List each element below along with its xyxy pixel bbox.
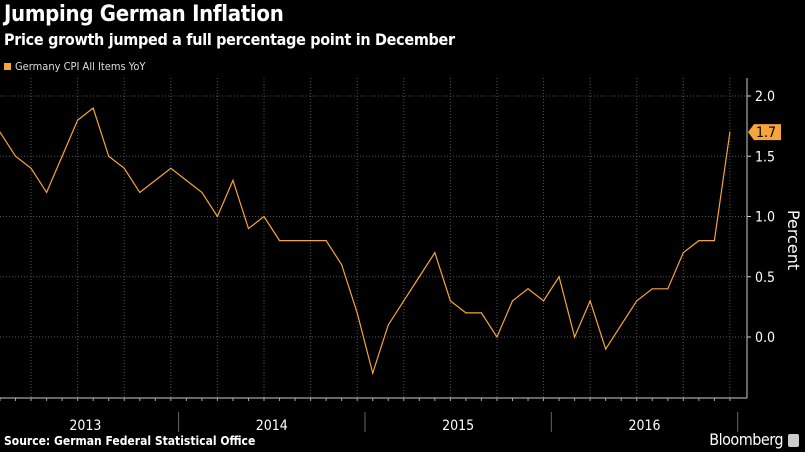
x-tick-label: 2014 (256, 418, 288, 434)
data-point (589, 300, 591, 302)
y-tick-label: 2.0 (755, 89, 775, 105)
data-point (558, 276, 560, 278)
data-point (574, 336, 576, 338)
bloomberg-logo: Bloomberg (709, 430, 783, 449)
data-point (449, 300, 451, 302)
data-point (185, 179, 187, 181)
data-point (620, 324, 622, 326)
y-tick-label: 0.0 (755, 330, 775, 346)
data-point (247, 227, 250, 230)
x-tick-label: 2016 (628, 418, 660, 434)
last-value-tag (748, 124, 781, 141)
data-point (45, 191, 48, 193)
data-point (325, 240, 327, 242)
data-point (92, 107, 94, 109)
data-point (341, 264, 343, 266)
x-tick-label: 2015 (442, 418, 474, 434)
data-point (542, 300, 545, 302)
data-point (170, 167, 172, 169)
data-point (201, 191, 203, 193)
data-point (14, 155, 17, 157)
data-point (418, 276, 420, 278)
chart-subtitle: Price growth jumped a full percentage po… (4, 30, 455, 49)
data-point (216, 215, 219, 218)
data-point (651, 288, 653, 290)
x-tick-label: 2013 (69, 418, 101, 434)
data-point (698, 240, 700, 242)
data-point (61, 155, 63, 157)
data-point (636, 300, 638, 302)
data-point (0, 131, 1, 133)
data-point (511, 300, 514, 302)
data-point (465, 312, 467, 314)
y-tick-label: 1.5 (755, 149, 775, 165)
data-point (278, 240, 281, 242)
data-point (480, 312, 483, 314)
data-point (403, 300, 405, 302)
last-value-label: 1.7 (756, 125, 776, 141)
data-point (232, 179, 234, 181)
data-point (729, 131, 731, 133)
y-tick-label: 0.5 (755, 270, 775, 286)
data-point (30, 167, 32, 169)
data-point (294, 240, 296, 242)
data-point (123, 167, 125, 169)
source-note: Source: German Federal Statistical Offic… (4, 434, 256, 448)
data-point (263, 215, 265, 218)
data-point (713, 240, 715, 242)
legend-label: Germany CPI All Items YoY (15, 60, 146, 73)
data-point (496, 336, 498, 338)
data-point (372, 372, 374, 374)
legend-swatch (4, 63, 11, 70)
data-point (434, 252, 436, 254)
data-point (356, 312, 358, 314)
data-point (108, 155, 110, 157)
data-point (527, 288, 529, 290)
data-point (77, 119, 79, 121)
y-axis-label: Percent (784, 210, 803, 270)
data-point (667, 288, 669, 290)
y-tick-label: 1.0 (755, 210, 775, 226)
legend: Germany CPI All Items YoY (4, 60, 145, 73)
data-point (139, 191, 141, 193)
data-point (387, 324, 389, 326)
bloomberg-icon (788, 434, 799, 447)
data-point (682, 252, 684, 254)
data-point (310, 240, 312, 242)
series-line (0, 107, 731, 376)
data-point (154, 179, 156, 181)
chart-title: Jumping German Inflation (4, 2, 284, 27)
data-point (605, 348, 607, 350)
